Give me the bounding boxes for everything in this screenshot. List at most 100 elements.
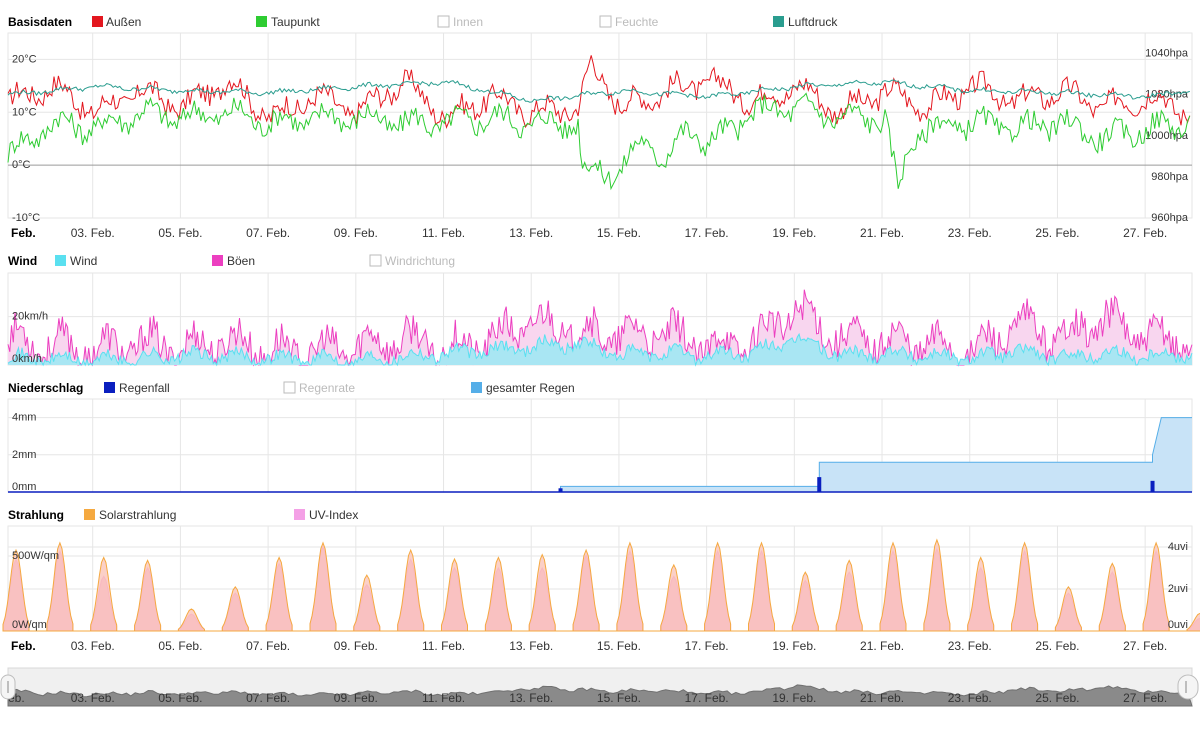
- navigator-series[interactable]: [7, 684, 1193, 707]
- x-axis-date-label: 09. Feb.: [334, 226, 378, 240]
- niederschlag-title: Niederschlag: [8, 381, 83, 395]
- navigator-date-label: 25. Feb.: [1035, 691, 1079, 705]
- legend-solar-swatch[interactable]: [84, 509, 95, 520]
- basisdaten-y-right-tick-label: 1040hpa: [1145, 48, 1189, 60]
- wind-y-tick-label: 20km/h: [12, 311, 48, 323]
- legend-innen-label[interactable]: Innen: [453, 15, 483, 29]
- x-axis-date-label: 21. Feb.: [860, 639, 904, 653]
- legend-boeen-label[interactable]: Böen: [227, 254, 255, 268]
- niederschlag-header: Niederschlag Regenfall Regenrate gesamte…: [8, 381, 575, 395]
- legend-taupunkt-swatch[interactable]: [256, 16, 267, 27]
- navigator-date-label: 05. Feb.: [158, 691, 202, 705]
- x-axis-date-label: 23. Feb.: [948, 639, 992, 653]
- strahlung-y-right-tick-label: 2uvi: [1168, 583, 1188, 595]
- legend-aussen-swatch[interactable]: [92, 16, 103, 27]
- basisdaten-plot: 20°C 10°C 0°C -10°C 1040hpa 1020hpa 1000hpa 980…: [7, 32, 1193, 224]
- navigator-date-label: 11. Feb.: [422, 691, 465, 705]
- x-axis-first-label: Feb.: [11, 226, 36, 240]
- strahlung-y-left-tick-label: 0W/qm: [12, 619, 47, 631]
- legend-uv-swatch[interactable]: [294, 509, 305, 520]
- navigator-date-label: 03. Feb.: [71, 691, 115, 705]
- legend-regenfall-label[interactable]: Regenfall: [119, 381, 170, 395]
- legend-windrichtung-label[interactable]: Windrichtung: [385, 254, 455, 268]
- legend-windrichtung-swatch[interactable]: [369, 254, 382, 267]
- basisdaten-y-right-tick-label: 960hpa: [1151, 212, 1189, 224]
- navigator[interactable]: eb. 03. Feb. 05. Feb. 07. Feb. 09. Feb. 11. F…: [0, 667, 1199, 707]
- legend-taupunkt-label[interactable]: Taupunkt: [271, 15, 320, 29]
- x-axis-date-label: 05. Feb.: [158, 226, 202, 240]
- wind-series-boeen-area: [8, 289, 1192, 365]
- niederschlag-y-tick-label: 0mm: [12, 481, 36, 493]
- x-axis-date-label: 03. Feb.: [71, 639, 115, 653]
- x-axis-date-label: 27. Feb.: [1123, 639, 1167, 653]
- x-axis-date-label: 25. Feb.: [1035, 639, 1079, 653]
- basisdaten-series-aussen: [7, 55, 1191, 130]
- legend-regenfall-swatch[interactable]: [104, 382, 115, 393]
- x-axis-date-label: 13. Feb.: [509, 639, 553, 653]
- x-axis-date-label: 19. Feb.: [772, 226, 816, 240]
- legend-gesamter-regen-swatch[interactable]: [471, 382, 482, 393]
- x-axis-date-label: 23. Feb.: [948, 226, 992, 240]
- niederschlag-regenfall-bar: [558, 488, 563, 492]
- strahlung-series-solar: [2, 538, 1200, 632]
- basisdaten-y-right-tick-label: 1000hpa: [1145, 130, 1189, 142]
- strahlung-y-left-tick-label: 500W/qm: [12, 550, 59, 562]
- niederschlag-y-tick-label: 2mm: [12, 449, 36, 461]
- basisdaten-frame: [7, 32, 1193, 219]
- legend-innen-swatch[interactable]: [437, 15, 450, 28]
- basisdaten-series-luftdruck: [7, 79, 1190, 103]
- basisdaten-y-left-tick-label: 0°C: [12, 159, 31, 171]
- x-axis-date-label: 11. Feb.: [422, 226, 465, 240]
- legend-gesamter-regen-label[interactable]: gesamter Regen: [486, 381, 575, 395]
- legend-aussen-label[interactable]: Außen: [106, 15, 141, 29]
- x-axis-date-label: 09. Feb.: [334, 639, 378, 653]
- strahlung-y-right-tick-label: 0uvi: [1168, 619, 1188, 631]
- navigator-date-label: 15. Feb.: [597, 691, 641, 705]
- navigator-date-label: 17. Feb.: [685, 691, 729, 705]
- legend-luftdruck-label[interactable]: Luftdruck: [788, 15, 838, 29]
- strahlung-header: Strahlung Solarstrahlung UV-Index: [8, 508, 358, 522]
- basisdaten-y-left-tick-label: 10°C: [12, 106, 37, 118]
- navigator-date-label: 07. Feb.: [246, 691, 290, 705]
- basisdaten-series-taupunkt: [7, 92, 1191, 191]
- x-axis-date-label: 07. Feb.: [246, 226, 290, 240]
- basisdaten-y-left-tick-label: -10°C: [12, 212, 40, 224]
- x-axis-date-label: 07. Feb.: [246, 639, 290, 653]
- legend-uv-label[interactable]: UV-Index: [309, 508, 358, 522]
- x-axis-date-label: 19. Feb.: [772, 639, 816, 653]
- x-axis-date-label: 17. Feb.: [685, 639, 729, 653]
- legend-regenrate-label[interactable]: Regenrate: [299, 381, 355, 395]
- legend-boeen-swatch[interactable]: [212, 255, 223, 266]
- basisdaten-x-axis: Feb. 03. Feb. 05. Feb. 07. Feb. 09. Feb. 11.…: [11, 226, 1167, 240]
- right-handle-icon[interactable]: [1177, 674, 1199, 700]
- niederschlag-series-gesamt-area: [8, 417, 1192, 492]
- basisdaten-y-right-tick-label: 1020hpa: [1145, 89, 1189, 101]
- legend-wind-swatch[interactable]: [55, 255, 66, 266]
- strahlung-title: Strahlung: [8, 508, 64, 522]
- wind-title: Wind: [8, 254, 37, 268]
- basisdaten-y-right-tick-label: 980hpa: [1151, 171, 1189, 183]
- x-axis-date-label: 05. Feb.: [158, 639, 202, 653]
- niederschlag-regenfall-bar: [817, 477, 822, 492]
- legend-solar-label[interactable]: Solarstrahlung: [99, 508, 176, 522]
- legend-feuchte-label[interactable]: Feuchte: [615, 15, 659, 29]
- wind-plot: 20km/h 0km/h: [7, 272, 1193, 367]
- navigator-date-label: 19. Feb.: [772, 691, 816, 705]
- legend-feuchte-swatch[interactable]: [599, 15, 612, 28]
- legend-wind-label[interactable]: Wind: [70, 254, 97, 268]
- wind-series-boeen: [7, 289, 1193, 367]
- x-axis-date-label: 15. Feb.: [597, 639, 641, 653]
- wind-header: Wind Wind Böen Windrichtung: [8, 254, 455, 268]
- x-axis-date-label: 17. Feb.: [685, 226, 729, 240]
- legend-luftdruck-swatch[interactable]: [773, 16, 784, 27]
- wind-series-wind: [7, 332, 1193, 367]
- x-axis-date-label: 03. Feb.: [71, 226, 115, 240]
- x-axis-date-label: 11. Feb.: [422, 639, 465, 653]
- basisdaten-title: Basisdaten: [8, 15, 72, 29]
- basisdaten-y-left-tick-label: 20°C: [12, 53, 37, 65]
- legend-regenrate-swatch[interactable]: [283, 381, 296, 394]
- strahlung-x-axis: Feb. 03. Feb. 05. Feb. 07. Feb. 09. Feb. 11.…: [11, 639, 1167, 653]
- niederschlag-regenfall-bar: [1150, 480, 1155, 492]
- x-axis-date-label: 15. Feb.: [597, 226, 641, 240]
